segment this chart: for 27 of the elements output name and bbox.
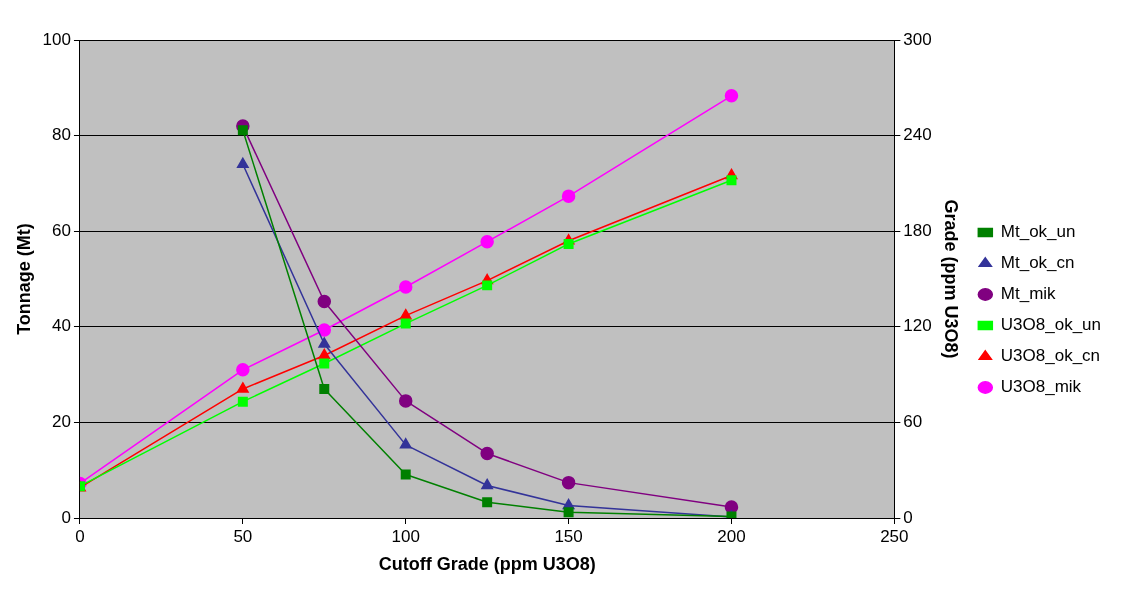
legend-label: Mt_ok_cn [1000,253,1075,273]
legend-label: U3O8_mik [1000,377,1082,397]
x-tick-label: 50 [233,526,253,546]
legend-label: Mt_ok_un [1000,222,1076,242]
y2-tick-label: 0 [903,507,913,527]
legend-label: U3O8_ok_un [1000,315,1102,335]
y2-axis-title: Grade (ppm U3O8) [940,199,961,359]
y-tick-label: 60 [52,220,71,240]
y-tick-label: 100 [42,29,71,49]
legend-label: U3O8_ok_cn [1000,346,1101,366]
legend-label: Mt_mik [1000,284,1057,304]
x-tick-label: 100 [391,526,420,546]
x-tick-label: 200 [717,526,746,546]
y-tick-label: 80 [52,125,71,145]
x-axis-title: Cutoff Grade (ppm U3O8) [378,554,596,575]
y2-tick-label: 120 [903,316,932,336]
y2-tick-label: 60 [903,412,923,432]
y-tick-label: 40 [52,316,71,336]
y-tick-label: 0 [61,507,71,527]
y2-tick-label: 180 [903,220,932,240]
x-tick-label: 150 [554,526,583,546]
y-axis-title: Tonnage (Mt) [13,223,34,335]
x-tick-label: 250 [880,526,909,546]
y-tick-label: 20 [52,412,71,432]
x-tick-label: 0 [75,526,85,546]
y2-tick-label: 300 [903,29,932,49]
y2-tick-label: 240 [903,125,932,145]
